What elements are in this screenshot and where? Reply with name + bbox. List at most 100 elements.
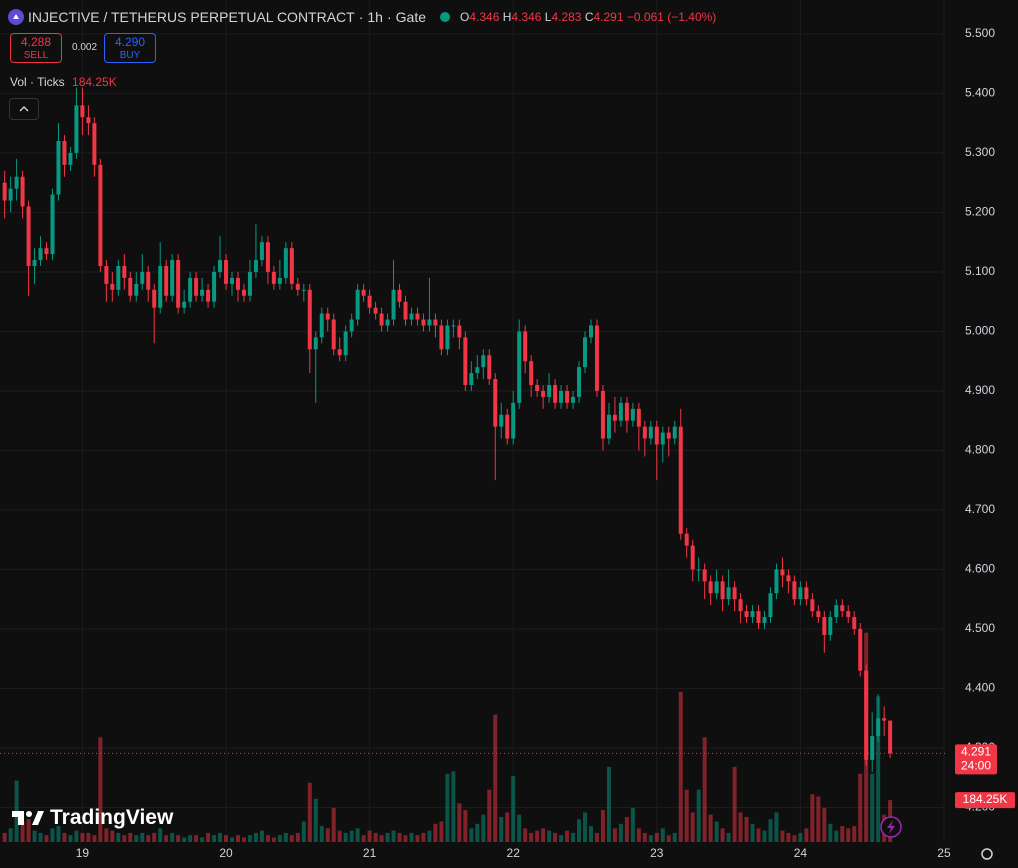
buy-button[interactable]: 4.290 BUY bbox=[104, 33, 156, 63]
candle-body bbox=[493, 379, 498, 427]
candle-body bbox=[50, 194, 55, 255]
volume-bar bbox=[391, 830, 396, 842]
volume-bar bbox=[397, 832, 402, 842]
volume-bar bbox=[439, 821, 444, 842]
volume-value: 184.25K bbox=[72, 75, 117, 89]
volume-bar bbox=[588, 826, 593, 842]
sell-label: SELL bbox=[23, 50, 49, 61]
candle-body bbox=[331, 319, 336, 350]
candle-body bbox=[247, 271, 252, 296]
change-pct: (−1.40%) bbox=[667, 10, 717, 24]
volume-bar bbox=[852, 826, 857, 842]
candle-body bbox=[606, 414, 611, 439]
volume-bar bbox=[535, 830, 540, 842]
volume-bar bbox=[86, 832, 91, 842]
volume-bar bbox=[768, 819, 773, 842]
candle-body bbox=[744, 611, 749, 618]
candle-body bbox=[188, 277, 193, 302]
candle-body bbox=[714, 581, 719, 594]
candle-body bbox=[690, 545, 695, 570]
volume-bar bbox=[762, 830, 767, 842]
candle-body bbox=[313, 337, 318, 350]
volume-bar bbox=[726, 832, 731, 842]
change: −0.061 bbox=[626, 10, 664, 24]
volume-bar bbox=[98, 737, 103, 842]
candle-body bbox=[385, 319, 390, 326]
candle-body bbox=[38, 248, 43, 261]
sell-button[interactable]: 4.288 SELL bbox=[10, 33, 62, 63]
volume-bar bbox=[409, 832, 414, 842]
candle-body bbox=[361, 289, 366, 296]
volume-bar bbox=[541, 828, 546, 842]
volume-bar bbox=[594, 832, 599, 842]
candle-body bbox=[319, 313, 324, 338]
candle-body bbox=[224, 260, 229, 284]
volume-bar bbox=[684, 789, 689, 842]
countdown: 24:00 bbox=[961, 759, 991, 773]
volume-bar bbox=[295, 832, 300, 842]
volume-bar bbox=[798, 832, 803, 842]
collapse-button[interactable] bbox=[9, 98, 39, 120]
candle-body bbox=[158, 265, 163, 308]
volume-bar bbox=[313, 798, 318, 842]
volume-bar bbox=[870, 773, 875, 842]
candle-body bbox=[176, 260, 181, 308]
sell-price: 4.288 bbox=[20, 35, 52, 49]
volume-bar bbox=[247, 835, 252, 842]
volume-bar bbox=[32, 830, 37, 842]
y-tick-label: 4.500 bbox=[965, 621, 995, 635]
settings-icon bbox=[981, 848, 993, 860]
x-tick-label: 22 bbox=[507, 846, 521, 860]
volume-bar bbox=[26, 819, 31, 842]
candle-body bbox=[146, 271, 151, 290]
volume-legend: Vol · Ticks 184.25K bbox=[10, 75, 117, 89]
volume-bar bbox=[696, 789, 701, 842]
volume-bar bbox=[708, 814, 713, 842]
o-value: 4.346 bbox=[469, 10, 500, 24]
candle-body bbox=[241, 289, 246, 296]
volume-bar bbox=[786, 832, 791, 842]
candle-body bbox=[852, 617, 857, 629]
candle-body bbox=[804, 587, 809, 600]
candle-body bbox=[726, 587, 731, 600]
candle-body bbox=[445, 325, 450, 350]
candle-body bbox=[834, 605, 839, 618]
volume-bar bbox=[56, 826, 61, 842]
y-tick-label: 4.700 bbox=[965, 502, 995, 516]
candle-body bbox=[888, 720, 893, 754]
candle-body bbox=[798, 587, 803, 600]
candle-body bbox=[152, 289, 157, 308]
x-tick-label: 25 bbox=[937, 846, 951, 860]
volume-bar bbox=[146, 835, 151, 842]
volume-bar bbox=[271, 837, 276, 842]
candle-body bbox=[343, 331, 348, 356]
volume-bar bbox=[140, 832, 145, 842]
candle-body bbox=[636, 408, 641, 427]
candle-body bbox=[463, 337, 468, 385]
candle-body bbox=[840, 605, 845, 612]
candle-body bbox=[32, 260, 37, 266]
candle-body bbox=[630, 408, 635, 421]
candle-body bbox=[62, 141, 67, 165]
candle-body bbox=[559, 390, 564, 403]
candle-body bbox=[870, 736, 875, 760]
x-tick-label: 19 bbox=[76, 846, 90, 860]
volume-bar bbox=[2, 832, 7, 842]
volume-bar bbox=[571, 832, 576, 842]
volume-bar bbox=[714, 821, 719, 842]
candle-body bbox=[259, 242, 264, 261]
brand-logo: TradingView bbox=[12, 806, 173, 830]
volume-bar bbox=[379, 835, 384, 842]
candle-body bbox=[80, 105, 85, 118]
candle-body bbox=[786, 575, 791, 582]
volume-bar bbox=[678, 691, 683, 842]
candle-body bbox=[780, 569, 785, 576]
candle-body bbox=[170, 260, 175, 296]
candle-body bbox=[612, 414, 617, 421]
candle-body bbox=[128, 277, 133, 296]
volume-tag-value: 184.25K bbox=[963, 792, 1008, 806]
volume-bar bbox=[92, 835, 97, 842]
l-label: L bbox=[544, 10, 552, 24]
price-tag bbox=[955, 744, 997, 775]
